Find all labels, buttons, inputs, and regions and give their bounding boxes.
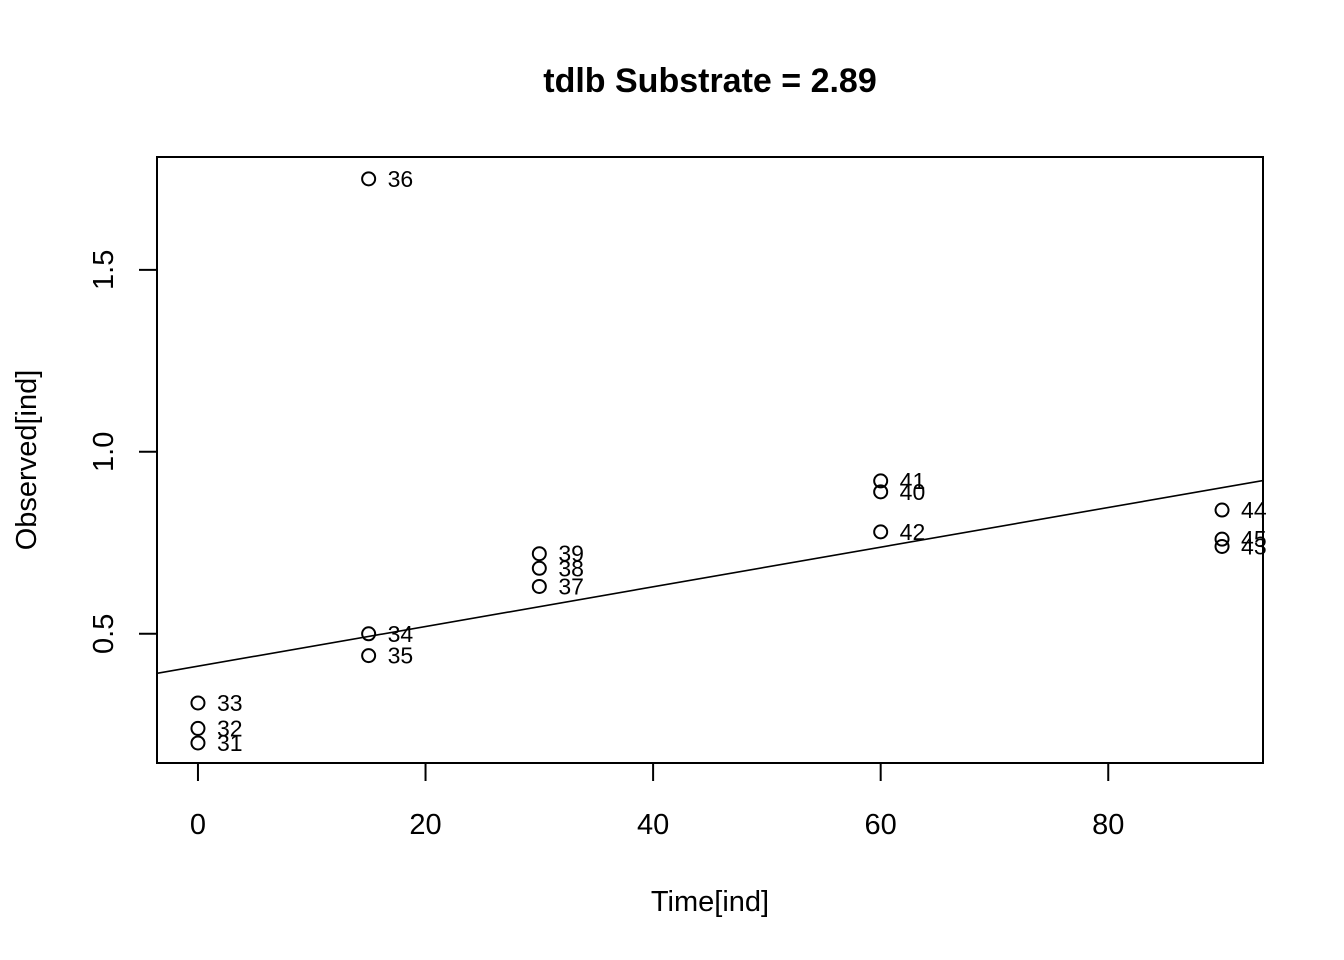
point-label: 45 <box>1241 526 1267 552</box>
data-point <box>361 626 377 642</box>
point-label: 31 <box>217 730 243 756</box>
fit-line-layer <box>157 479 1263 675</box>
data-point <box>873 484 889 500</box>
data-point <box>873 473 889 489</box>
point-label: 44 <box>1241 497 1267 523</box>
data-point <box>531 546 547 562</box>
x-tick-label: 0 <box>190 809 206 841</box>
point-label: 36 <box>388 166 414 192</box>
y-tick-label: 1.5 <box>88 250 120 290</box>
y-tick-label: 0.5 <box>88 614 120 654</box>
fit-line <box>157 479 1263 675</box>
data-point <box>361 171 377 187</box>
points-layer <box>190 171 1230 751</box>
point-label: 40 <box>900 479 926 505</box>
x-tick-label: 60 <box>865 809 897 841</box>
data-point <box>531 578 547 594</box>
point-label: 41 <box>900 468 926 494</box>
point-label: 35 <box>388 643 414 669</box>
data-point <box>361 648 377 664</box>
y-axis-label: Observed[ind] <box>11 370 43 551</box>
data-point <box>531 560 547 576</box>
data-point <box>873 524 889 540</box>
point-label: 32 <box>217 715 243 741</box>
data-point <box>190 695 206 711</box>
y-axis: 0.5 1.0 1.5 <box>88 250 158 654</box>
point-label: 38 <box>558 555 584 581</box>
data-point <box>190 735 206 751</box>
x-axis-label: Time[ind] <box>651 886 769 918</box>
x-tick-label: 20 <box>409 809 441 841</box>
data-point <box>1214 502 1230 518</box>
point-label: 34 <box>388 621 414 647</box>
y-tick-label: 1.0 <box>88 432 120 472</box>
point-label: 39 <box>558 541 584 567</box>
point-label: 43 <box>1241 533 1267 559</box>
point-label: 42 <box>900 519 926 545</box>
point-label: 33 <box>217 690 243 716</box>
x-axis: 0 20 40 60 80 <box>190 762 1124 841</box>
data-point <box>190 720 206 736</box>
x-tick-label: 80 <box>1092 809 1124 841</box>
chart-title: tdlb Substrate = 2.89 <box>543 62 877 100</box>
plot-frame <box>156 156 1264 764</box>
data-point <box>1214 531 1230 547</box>
data-point <box>1214 538 1230 554</box>
point-label: 37 <box>558 573 584 599</box>
x-tick-label: 40 <box>637 809 669 841</box>
